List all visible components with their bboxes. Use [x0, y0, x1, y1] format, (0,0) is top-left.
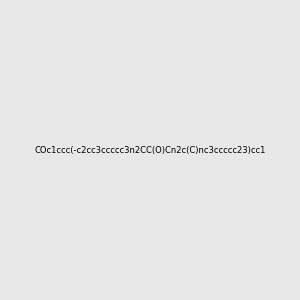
- Text: COc1ccc(-c2cc3ccccc3n2CC(O)Cn2c(C)nc3ccccc23)cc1: COc1ccc(-c2cc3ccccc3n2CC(O)Cn2c(C)nc3ccc…: [34, 146, 266, 154]
